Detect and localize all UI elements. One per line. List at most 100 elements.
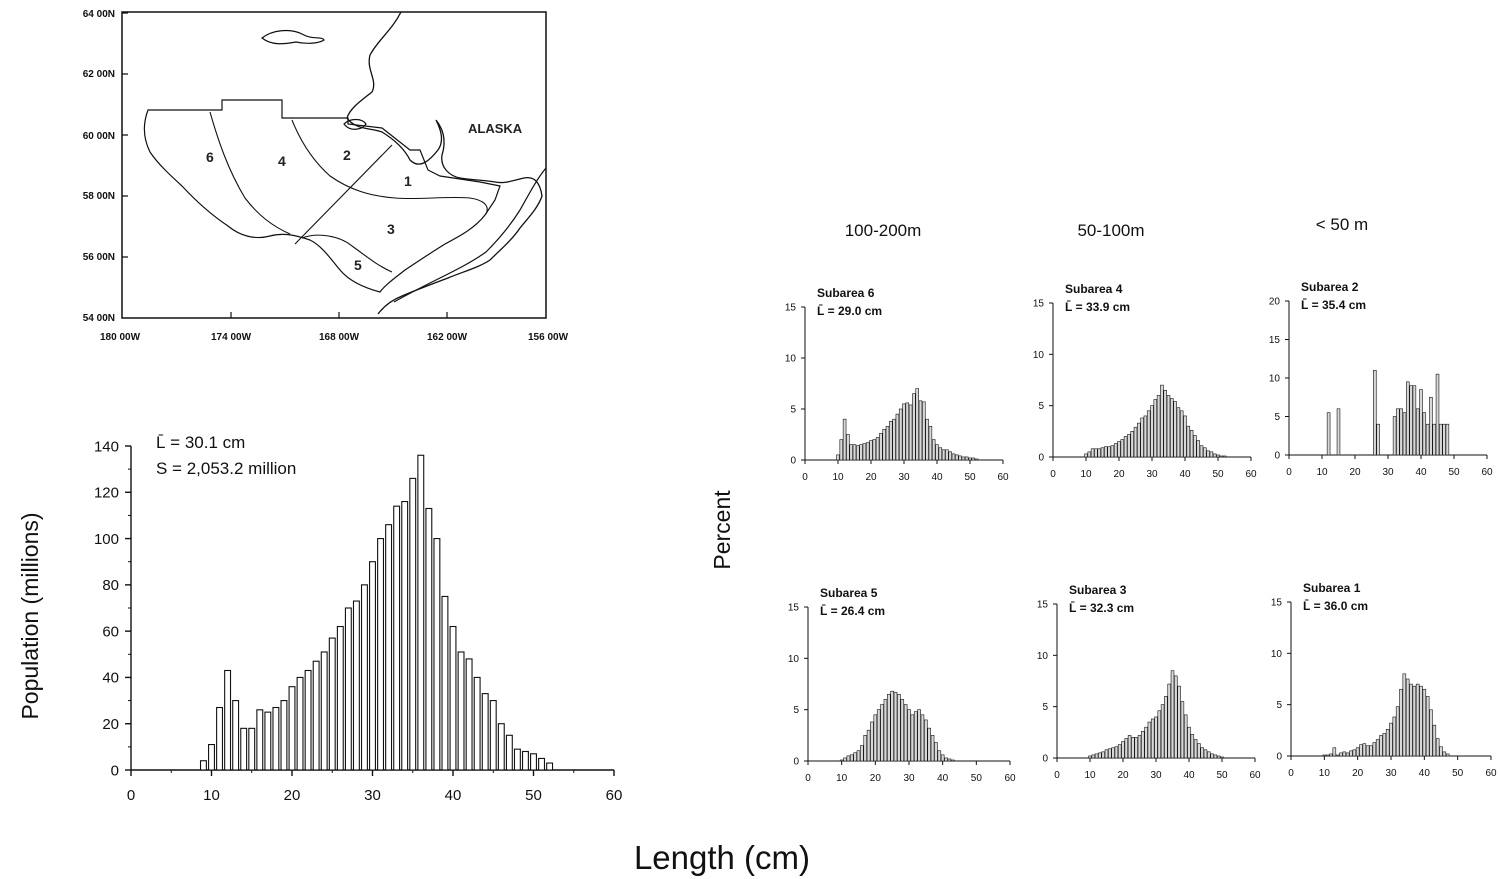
subarea5-bar (856, 750, 861, 762)
subarea5-bar (950, 759, 955, 762)
subarea-map-label-6: 6 (206, 149, 214, 165)
subarea5-bar (873, 714, 878, 762)
subarea1-bar (1415, 683, 1420, 757)
subarea1-bar (1382, 733, 1387, 757)
subarea4-bar (1206, 450, 1210, 458)
subarea6-bar (856, 445, 860, 461)
subarea3-bar (1183, 714, 1188, 759)
subarea4-bar (1100, 447, 1105, 458)
subarea6-x-tick-label: 20 (865, 472, 877, 483)
subarea1-bar (1369, 745, 1373, 757)
subarea4-bar (1170, 398, 1174, 458)
lon-ticks (230, 312, 448, 318)
total-bar (497, 723, 505, 771)
subarea4-bar (1097, 448, 1101, 458)
subarea1-bar (1359, 744, 1363, 757)
subarea6-y-tick-label: 10 (785, 354, 797, 365)
total-bar (272, 706, 280, 771)
subarea1-bar (1329, 753, 1333, 757)
subarea1-bar (1402, 673, 1407, 757)
subarea2-bar (1422, 412, 1427, 456)
subarea4-bar (1173, 401, 1177, 458)
lon-label-180: 180 00W (100, 332, 141, 343)
total-mean-annotation: L̄ = 30.1 cm (156, 433, 245, 452)
subarea5-y-tick-label: 10 (788, 654, 800, 665)
total-bar (336, 625, 344, 771)
total-bar (369, 561, 376, 771)
subarea4-histogram: 0 10 20 30 40 50 60 0 5 10 15 Subarea 4 L̄ = 33.9 cm (1033, 282, 1257, 480)
subarea4-bar (1143, 415, 1148, 458)
subarea2-bar (1425, 423, 1430, 456)
subarea3-bar (1117, 744, 1122, 759)
subarea5-bar (846, 755, 851, 762)
total-bar (465, 658, 473, 771)
total-y-tick-label: 100 (94, 531, 119, 548)
subarea2-bar (1406, 381, 1410, 456)
subarea5-x-tick-label: 30 (903, 773, 915, 784)
subarea4-bar (1160, 384, 1164, 458)
subarea4-bar (1203, 447, 1207, 458)
subarea4-mean-label: L̄ = 33.9 cm (1065, 300, 1130, 314)
total-bar (296, 676, 304, 771)
total-bar (457, 651, 465, 771)
subarea6-bar (938, 447, 943, 461)
subarea6-bar (859, 444, 863, 461)
subarea2-bar (1399, 408, 1403, 456)
total-population-annotation: S = 2,053.2 million (156, 459, 296, 478)
subarea6-bar (948, 451, 952, 461)
subarea4-bar (1123, 436, 1128, 458)
subarea4-bar (1150, 405, 1154, 458)
subarea2-x-tick-label: 30 (1382, 467, 1394, 478)
subarea3-x-tick-label: 60 (1249, 770, 1261, 781)
subarea6-bar (974, 458, 979, 461)
subarea5-title: Subarea 5 (820, 586, 878, 600)
subarea4-bar (1130, 431, 1134, 458)
subarea3-bar (1177, 685, 1181, 759)
subarea-map-label-3: 3 (387, 221, 395, 237)
total-bar (352, 600, 360, 771)
subarea4-x-tick-label: 0 (1050, 469, 1056, 480)
lat-label-64: 64 00N (83, 9, 115, 20)
subarea3-bar (1174, 675, 1178, 759)
subarea1-bar (1392, 716, 1397, 757)
subarea1-x-tick-label: 10 (1319, 768, 1331, 779)
subarea5-bar (940, 754, 945, 762)
subarea4-bar (1186, 425, 1191, 458)
subarea6-bar (895, 413, 900, 461)
subarea5-bar (849, 754, 854, 762)
subarea3-y-tick-label: 15 (1037, 600, 1049, 611)
subarea6-bar (872, 439, 877, 461)
subarea5-bar (910, 714, 915, 762)
subarea3-bar (1213, 754, 1218, 759)
subarea4-bar (1156, 395, 1161, 458)
subarea1-bar (1325, 754, 1330, 757)
total-bar (417, 454, 425, 771)
subarea4-x-tick-label: 40 (1179, 469, 1191, 480)
subarea5-bar (890, 690, 894, 762)
subarea2-y-tick-label: 10 (1269, 374, 1281, 385)
subarea4-bar (1219, 455, 1224, 458)
subarea-map-label-5: 5 (354, 257, 362, 273)
subarea3-histogram: 0 10 20 30 40 50 60 0 5 10 15 Subarea 3 L̄ = 32.3 cm (1037, 583, 1261, 781)
subarea1-y-tick-label: 15 (1271, 598, 1283, 609)
subarea6-bar (882, 429, 886, 461)
total-bar (433, 538, 441, 771)
total-bar (216, 706, 224, 771)
subarea2-y-tick-label: 20 (1269, 297, 1281, 308)
subarea1-histogram: 0 10 20 30 40 50 60 0 5 10 15 Subarea 1 L̄ = 36.0 cm (1271, 581, 1497, 779)
subarea1-title: Subarea 1 (1303, 581, 1361, 595)
subarea2-bar (1415, 408, 1420, 456)
subarea6-y-tick-label: 0 (790, 456, 796, 467)
subarea4-x-tick-label: 60 (1245, 469, 1257, 480)
total-bar (513, 748, 521, 771)
subarea3-bar (1147, 721, 1152, 759)
subarea2-bar (1429, 396, 1433, 456)
subarea3-bar (1101, 751, 1105, 759)
subarea6-bar (955, 454, 959, 461)
survey-boundary (143, 99, 501, 293)
subarea5-bar (907, 709, 911, 762)
subarea3-bar (1154, 716, 1158, 759)
subarea6-bar (912, 393, 916, 461)
subarea5-histogram: 0 10 20 30 40 50 60 0 5 10 15 Subarea 5 L̄ = 26.4 cm (788, 586, 1016, 784)
